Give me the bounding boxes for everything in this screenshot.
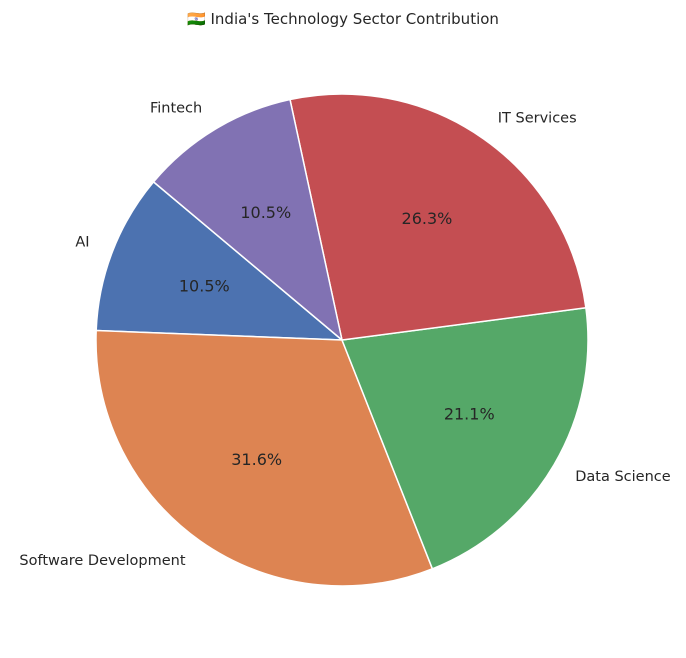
pie-labels: AI 10.5% Software Development 31.6% Data Sci… [19,100,670,568]
slice-label-it-services: IT Services [498,111,577,127]
pie-slice-fintech [152,98,343,341]
pie-slice-data-science [341,307,589,570]
pct-label-fintech: 10.5% [240,203,291,222]
pie-slice-it-services [289,93,587,341]
pct-label-data-science: 21.1% [444,404,495,423]
slice-label-ai: AI [75,235,89,251]
pie-slice-software-development [95,329,434,587]
pie-slice-ai [95,181,343,341]
slice-label-data-science: Data Science [575,469,671,485]
chart-title: 🇮🇳 India's Technology Sector Contributio… [187,10,499,28]
slice-label-fintech: Fintech [150,100,202,116]
pie-slices [95,93,589,587]
slice-label-software-development: Software Development [19,553,185,569]
pct-label-ai: 10.5% [179,276,230,295]
pct-label-it-services: 26.3% [402,209,453,228]
pct-label-software-development: 31.6% [231,450,282,469]
